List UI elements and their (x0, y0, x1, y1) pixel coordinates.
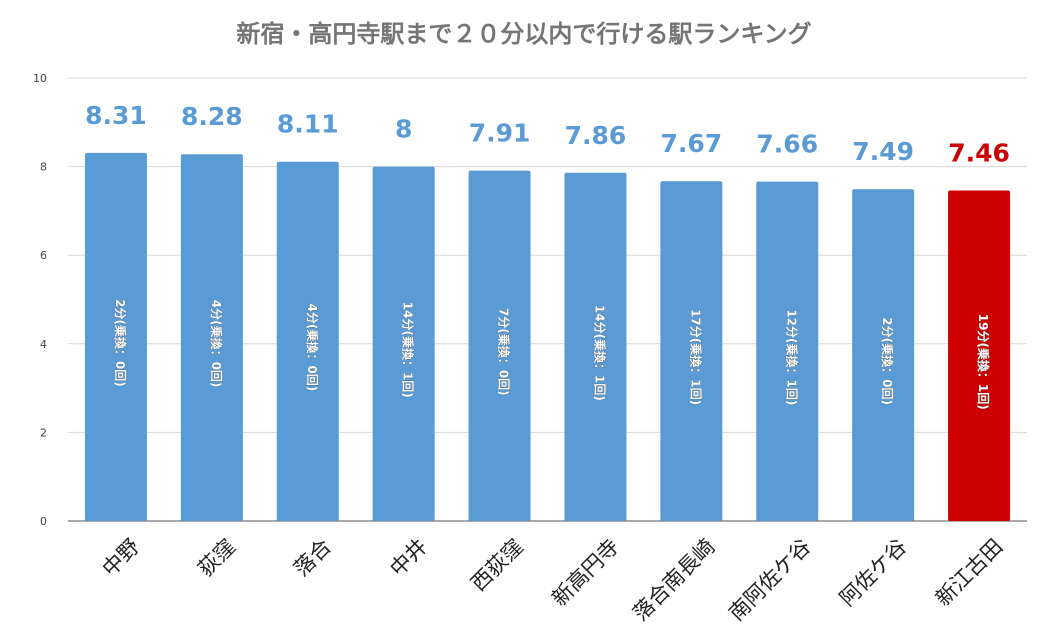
x-tick-label: 中野 (98, 534, 145, 581)
bar-annotation: 14分(乗換：1回) (592, 305, 607, 401)
x-tick-label: 落合 (289, 534, 336, 581)
x-tick-label: 中井 (385, 534, 432, 581)
y-tick-label: 2 (40, 426, 47, 439)
bars (84, 152, 1011, 522)
chart-title: 新宿・高円寺駅まで２０分以内で行ける駅ランキング (236, 20, 811, 48)
x-tick-label: 阿佐ケ谷 (835, 534, 911, 610)
data-label: 8 (395, 115, 412, 144)
bar-annotation: 17分(乗換：1回) (688, 309, 703, 405)
bar-annotation: 12分(乗換：1回) (784, 309, 799, 405)
bar-annotation: 2分(乗換：0回) (880, 317, 895, 405)
bar-annotation: 7分(乗換：0回) (497, 308, 512, 396)
data-label: 7.67 (661, 129, 723, 158)
bar (660, 181, 723, 521)
bar (180, 154, 243, 522)
data-label: 7.86 (565, 121, 627, 150)
data-label: 8.11 (277, 110, 339, 139)
bar-annotation: 4分(乗換：0回) (209, 300, 224, 388)
x-tick-label: 新江古田 (931, 534, 1007, 610)
data-label: 7.49 (852, 137, 914, 166)
bar-annotation: 4分(乗換：0回) (305, 304, 320, 392)
y-tick-label: 4 (40, 338, 47, 351)
bar (852, 189, 915, 521)
data-label: 7.66 (756, 130, 818, 159)
y-tick-label: 8 (40, 161, 47, 174)
bar (468, 170, 531, 521)
bar (564, 172, 627, 521)
bar (948, 190, 1011, 521)
bar-annotation: 2分(乗換：0回) (113, 299, 128, 387)
data-label: 8.28 (181, 102, 243, 131)
y-tick-label: 0 (40, 515, 47, 528)
bar (84, 152, 147, 521)
y-tick-label: 10 (33, 72, 47, 85)
x-tick-label: 新高円寺 (547, 534, 623, 610)
x-tick-label: 荻窪 (193, 534, 240, 581)
bar-annotation: 14分(乗換：1回) (401, 302, 416, 398)
bar-annotation: 19分(乗換：1回) (976, 314, 991, 410)
bar (756, 181, 819, 522)
data-label: 8.31 (85, 101, 147, 130)
x-tick-label: 南阿佐ケ谷 (724, 534, 815, 625)
bar (372, 166, 435, 521)
x-tick-label: 西荻窪 (466, 534, 528, 596)
data-label: 7.46 (948, 139, 1010, 168)
bar (276, 161, 339, 522)
data-label: 7.91 (469, 119, 531, 148)
y-tick-label: 6 (40, 249, 47, 262)
x-tick-label: 落合南長崎 (628, 534, 719, 625)
